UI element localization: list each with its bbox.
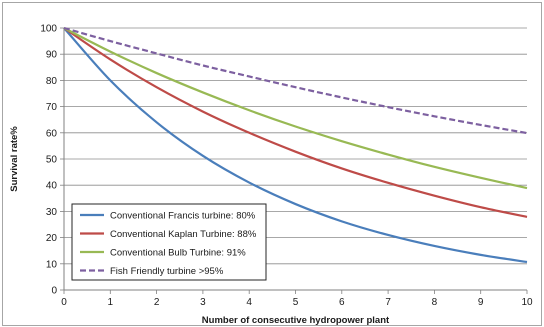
x-tick-label-3: 3 (200, 297, 206, 308)
legend: Conventional Francis turbine: 80% Convent… (71, 203, 267, 281)
y-tick-label-0: 0 (51, 286, 57, 297)
x-tick-label-0: 0 (61, 297, 67, 308)
x-tick-label-8: 8 (432, 297, 438, 308)
legend-box (71, 203, 267, 281)
y-tick-label-40: 40 (46, 181, 58, 192)
y-tick-label-60: 60 (46, 128, 58, 139)
tick-labels: 0 10 20 30 40 50 60 70 80 90 100 0 1 2 3 4 5 6 7 8 9 10 (40, 24, 533, 309)
x-tick-label-4: 4 (246, 297, 252, 308)
x-tick-label-2: 2 (154, 297, 160, 308)
x-axis-title: Number of consecutive hydropower plant (202, 315, 390, 326)
series-line-1 (63, 27, 528, 264)
x-tick-label-7: 7 (385, 297, 391, 308)
legend-label-2: Conventional Kaplan Turbine: 88% (110, 229, 257, 240)
y-tick-label-10: 10 (46, 259, 58, 270)
series-line-4 (63, 26, 528, 135)
y-tick-label-20: 20 (46, 233, 58, 244)
x-tick-label-9: 9 (478, 297, 484, 308)
y-tick-label-50: 50 (46, 155, 58, 166)
series-line-2 (63, 27, 528, 218)
x-tick-label-1: 1 (108, 297, 114, 308)
legend-label-1: Conventional Francis turbine: 80% (110, 211, 256, 222)
y-axis-title: Survival rate% (9, 126, 20, 192)
x-tick-label-6: 6 (339, 297, 345, 308)
y-tick-label-90: 90 (46, 50, 58, 61)
y-tick-label-80: 80 (46, 76, 58, 87)
y-tick-label-30: 30 (46, 207, 58, 218)
series-line-3 (63, 27, 528, 190)
x-tick-label-10: 10 (521, 297, 533, 308)
x-tick-label-5: 5 (293, 297, 299, 308)
legend-label-3: Conventional Bulb Turbine: 91% (110, 248, 246, 259)
legend-label-4: Fish Friendly turbine >95% (110, 266, 224, 277)
series-lines (63, 26, 528, 264)
axes (60, 27, 528, 294)
y-tick-label-100: 100 (40, 24, 57, 35)
y-tick-label-70: 70 (46, 102, 58, 113)
